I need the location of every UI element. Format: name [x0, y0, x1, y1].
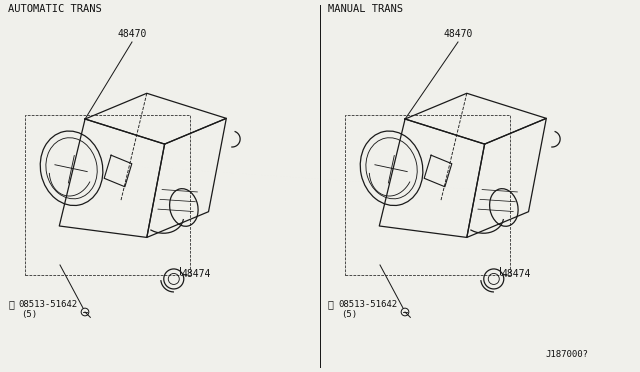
Text: 08513-51642: 08513-51642: [18, 300, 77, 309]
Text: MANUAL TRANS: MANUAL TRANS: [328, 4, 403, 14]
Text: (5): (5): [341, 310, 357, 319]
Text: Ⓢ: Ⓢ: [328, 299, 334, 309]
Text: 48470: 48470: [444, 29, 473, 39]
Text: 48474: 48474: [182, 269, 211, 279]
Text: J187000?: J187000?: [545, 350, 588, 359]
Text: AUTOMATIC TRANS: AUTOMATIC TRANS: [8, 4, 102, 14]
Text: Ⓢ: Ⓢ: [8, 299, 14, 309]
Text: 08513-51642: 08513-51642: [338, 300, 397, 309]
Text: 48470: 48470: [117, 29, 147, 39]
Text: (5): (5): [21, 310, 37, 319]
Bar: [25, 115, 190, 275]
Text: 48474: 48474: [502, 269, 531, 279]
Bar: [345, 115, 510, 275]
